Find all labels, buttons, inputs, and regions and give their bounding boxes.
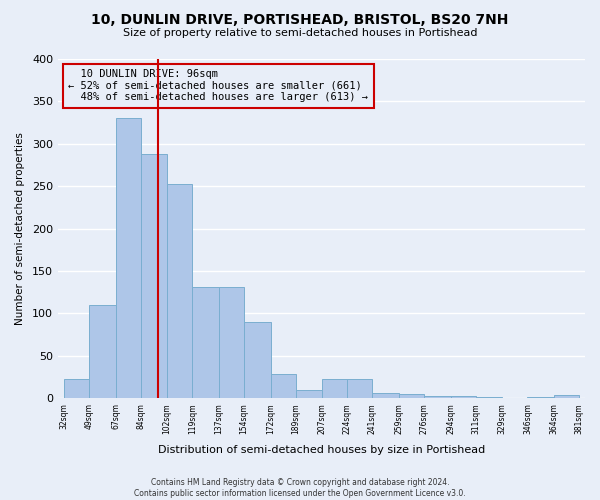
Bar [296,390,322,398]
Bar [322,380,347,398]
Bar [167,184,192,398]
Text: 10 DUNLIN DRIVE: 96sqm
← 52% of semi-detached houses are smaller (661)
  48% of : 10 DUNLIN DRIVE: 96sqm ← 52% of semi-det… [68,69,368,102]
X-axis label: Distribution of semi-detached houses by size in Portishead: Distribution of semi-detached houses by … [158,445,485,455]
Bar [347,380,373,398]
Bar [64,378,89,398]
Text: Contains HM Land Registry data © Crown copyright and database right 2024.
Contai: Contains HM Land Registry data © Crown c… [134,478,466,498]
Text: Size of property relative to semi-detached houses in Portishead: Size of property relative to semi-detach… [123,28,477,38]
Bar [424,396,451,398]
Bar [140,154,167,398]
Bar [192,287,219,398]
Y-axis label: Number of semi-detached properties: Number of semi-detached properties [15,132,25,325]
Bar [451,396,476,398]
Bar [399,394,424,398]
Bar [244,322,271,398]
Bar [554,395,579,398]
Bar [271,374,296,398]
Bar [373,393,399,398]
Bar [116,118,140,398]
Bar [89,305,116,398]
Bar [219,287,244,398]
Text: 10, DUNLIN DRIVE, PORTISHEAD, BRISTOL, BS20 7NH: 10, DUNLIN DRIVE, PORTISHEAD, BRISTOL, B… [91,12,509,26]
